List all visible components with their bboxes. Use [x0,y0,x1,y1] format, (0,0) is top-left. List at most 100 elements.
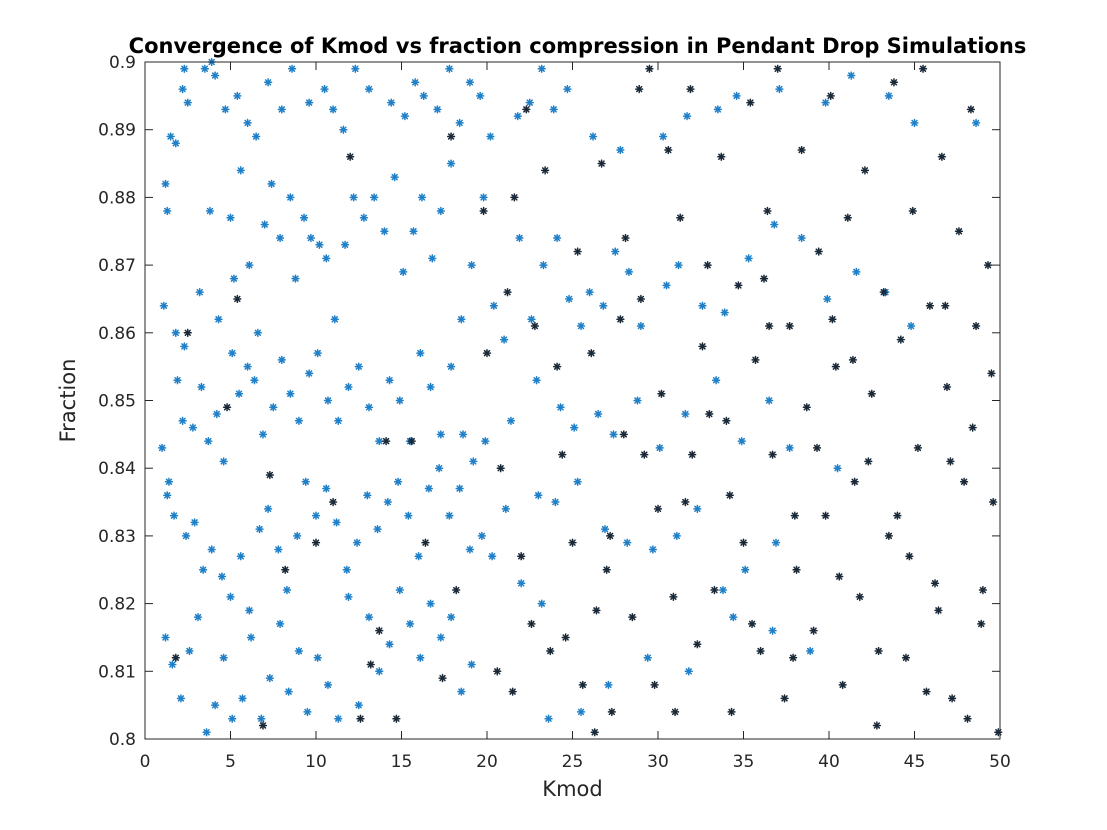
x-tick-label: 20 [476,752,498,772]
data-point [698,342,707,351]
data-point [717,152,726,161]
y-tick-label: 0.9 [109,53,136,73]
data-point [645,64,654,73]
data-point [765,396,774,405]
data-point [446,159,456,168]
data-point [848,355,858,365]
data-point [513,112,522,121]
data-point [501,504,510,513]
data-point [971,321,981,331]
data-point [426,382,435,392]
data-point [446,362,456,371]
data-point [181,531,191,541]
data-point [330,315,339,324]
data-point [966,105,976,114]
data-point [479,206,488,216]
data-point [688,450,697,459]
data-point [263,504,273,513]
data-point [893,511,902,520]
data-point [346,152,355,161]
data-point [438,673,447,683]
data-point [756,646,765,656]
data-point [568,538,577,547]
data-point [193,612,203,622]
data-point [469,457,478,466]
data-point [479,193,488,202]
data-point [305,98,314,107]
data-point [258,721,268,730]
data-point [291,274,300,283]
data-point [328,105,338,114]
data-point [286,389,295,398]
data-point [727,707,736,717]
x-tick-label: 45 [904,752,926,772]
data-point [344,592,353,601]
data-point [802,403,811,412]
data-point [233,294,242,304]
data-point [741,565,750,574]
data-point [455,484,464,493]
data-point [879,288,888,297]
data-point [607,707,616,717]
data-point [322,254,331,263]
data-point [465,545,475,554]
data-point [159,301,168,310]
data-point [465,78,475,87]
data-point [636,321,646,331]
data-point [202,728,211,737]
data-point [578,680,587,689]
x-tick-label: 35 [733,752,755,772]
data-point [650,680,659,689]
data-point [349,193,358,202]
data-point [922,687,931,696]
data-point [780,694,789,703]
x-tick-label: 30 [647,752,669,772]
data-point [563,84,572,94]
data-point [860,166,870,175]
data-point [705,409,714,419]
data-point [635,84,644,94]
data-point [797,145,806,155]
data-point [590,728,599,737]
data-point [411,78,420,87]
data-point [467,260,476,270]
data-point [503,288,512,297]
data-point [363,491,372,500]
x-tick-label: 0 [140,752,151,772]
data-point [963,714,972,723]
data-point [385,376,394,385]
data-point [351,64,360,73]
data-point [874,646,883,656]
data-point [527,619,536,629]
data-point [287,64,297,73]
data-point [229,274,239,283]
data-point [171,139,180,148]
data-point [375,626,384,635]
data-point [686,84,695,94]
data-point [910,118,919,128]
data-point [416,653,425,662]
data-point [623,538,632,547]
data-point [934,606,943,615]
data-point [797,233,806,243]
y-tick-label: 0.87 [98,256,136,276]
data-point [558,450,567,459]
data-point [195,288,204,297]
data-point [380,227,389,236]
data-point [383,497,392,507]
data-point [600,524,610,534]
data-point [275,233,285,243]
data-point [375,667,384,676]
data-point [210,71,220,80]
data-point [653,504,663,513]
data-point [540,166,550,175]
data-point [286,193,295,202]
data-point [713,105,722,114]
data-point [294,646,304,656]
y-axis-label: Fraction [56,359,80,443]
data-point [946,457,955,466]
data-point [267,179,276,189]
data-point [457,687,466,696]
data-point [299,213,309,222]
data-point [771,538,781,547]
